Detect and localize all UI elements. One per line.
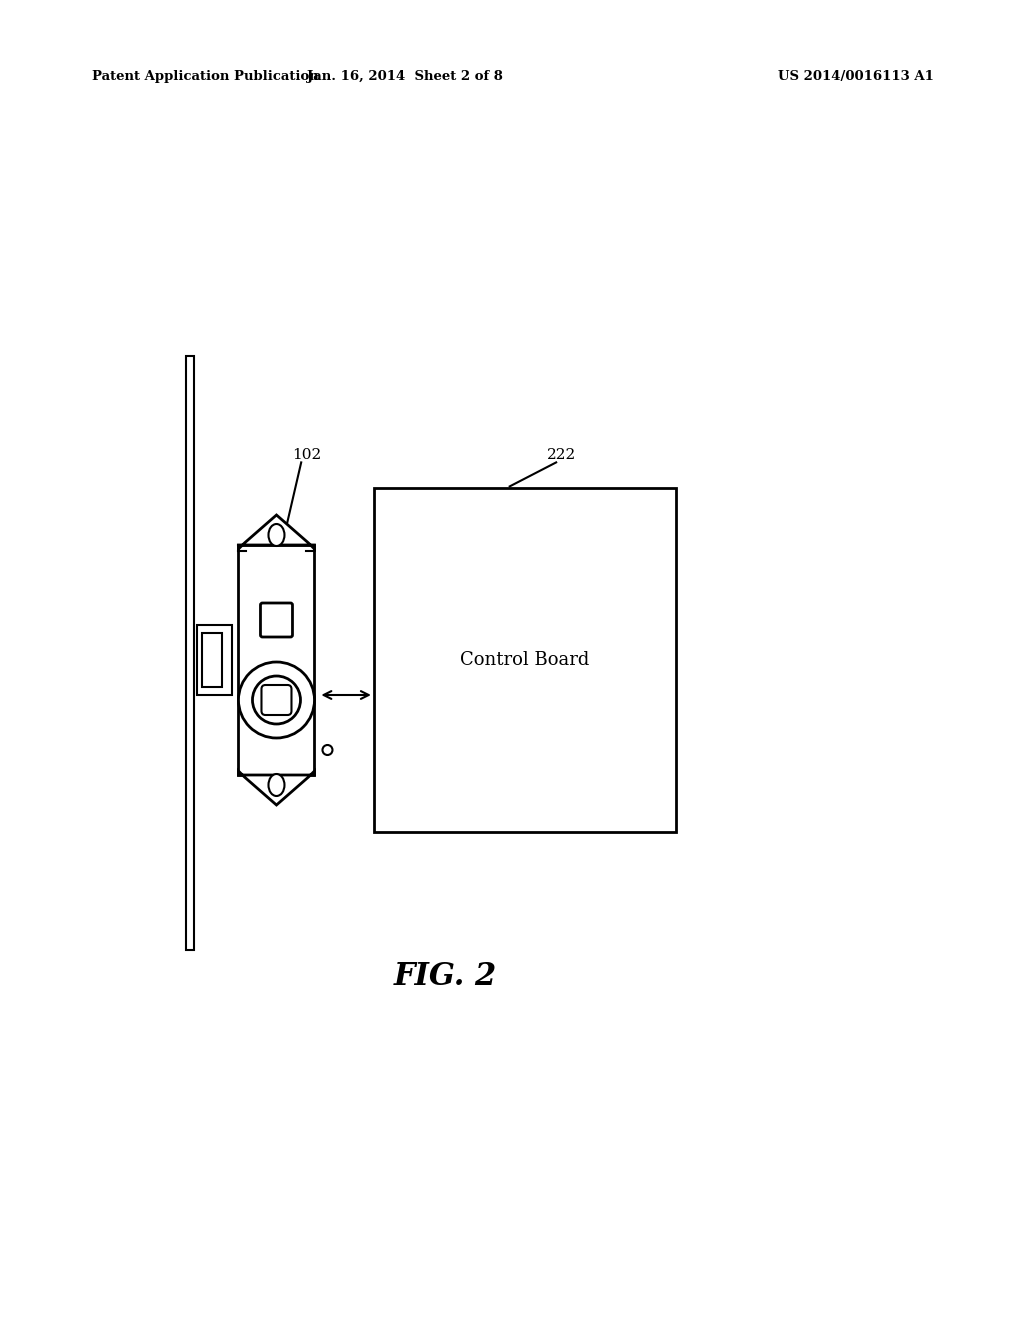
Bar <box>197 624 231 696</box>
Bar <box>186 356 195 950</box>
Bar <box>202 634 221 686</box>
Bar <box>374 488 676 832</box>
Text: 222: 222 <box>547 449 575 462</box>
Text: US 2014/0016113 A1: US 2014/0016113 A1 <box>778 70 934 83</box>
Polygon shape <box>239 771 314 805</box>
Polygon shape <box>239 515 314 549</box>
Text: 102: 102 <box>293 449 322 462</box>
Ellipse shape <box>268 774 285 796</box>
FancyBboxPatch shape <box>261 685 292 715</box>
Circle shape <box>239 663 314 738</box>
Circle shape <box>253 676 300 723</box>
Circle shape <box>263 686 290 713</box>
Ellipse shape <box>268 524 285 546</box>
Circle shape <box>323 744 333 755</box>
Text: Jan. 16, 2014  Sheet 2 of 8: Jan. 16, 2014 Sheet 2 of 8 <box>306 70 503 83</box>
Bar <box>239 545 314 775</box>
FancyBboxPatch shape <box>260 603 293 638</box>
Text: Control Board: Control Board <box>460 651 590 669</box>
Text: Patent Application Publication: Patent Application Publication <box>92 70 318 83</box>
Text: FIG. 2: FIG. 2 <box>394 961 497 993</box>
